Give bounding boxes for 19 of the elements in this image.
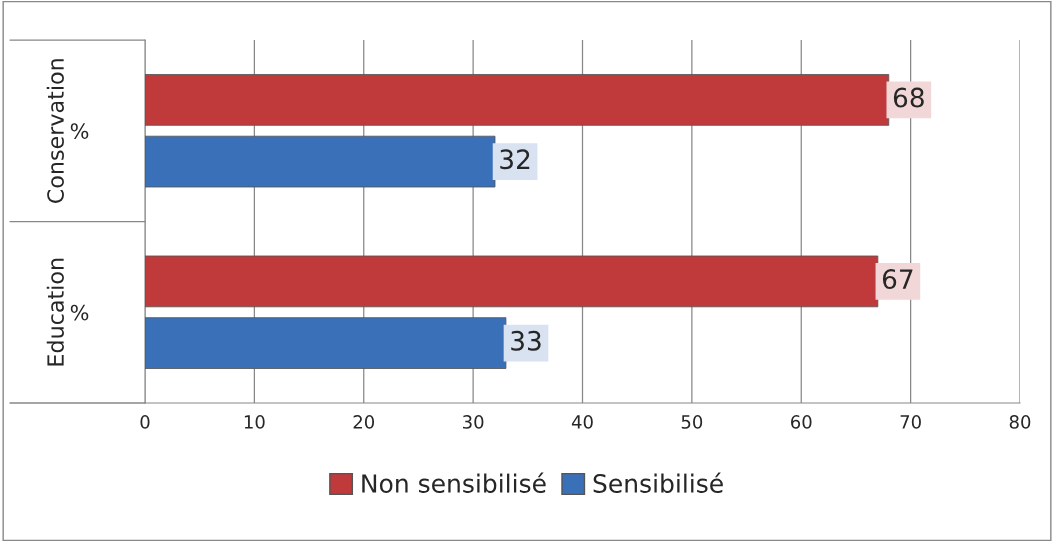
x-tick-label: 60 [791, 415, 812, 429]
data-label: 67 [882, 269, 913, 290]
data-label: 32 [500, 149, 530, 170]
x-tick-label: 70 [900, 415, 921, 429]
text: Education [46, 258, 64, 366]
data-label: 68 [893, 87, 924, 108]
x-tick-label: 20 [353, 415, 375, 429]
text: Conservation [46, 59, 64, 203]
x-tick-label: 0 [140, 415, 150, 429]
x-tick-label: 30 [463, 415, 484, 429]
y-tick-label: % [70, 304, 89, 321]
y-tick-label: % [70, 123, 89, 139]
x-tick-label: 40 [571, 415, 593, 429]
data-label: 33 [511, 330, 541, 351]
x-tick-label: 50 [681, 415, 703, 429]
x-tick-label: 80 [1009, 415, 1031, 429]
legend-label: Sensibilisé [593, 472, 723, 493]
legend-label: Non sensibilisé [362, 472, 546, 493]
x-tick-label: 10 [244, 415, 265, 429]
